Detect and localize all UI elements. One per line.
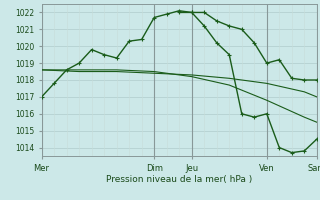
X-axis label: Pression niveau de la mer( hPa ): Pression niveau de la mer( hPa ) (106, 175, 252, 184)
